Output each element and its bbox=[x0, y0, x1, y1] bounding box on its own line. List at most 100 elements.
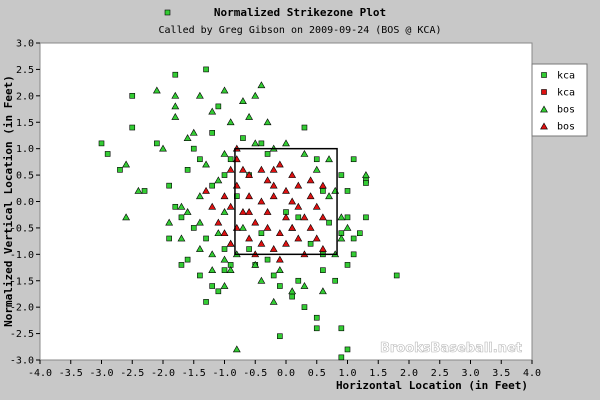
chart-title: Normalized Strikezone Plot bbox=[214, 6, 386, 19]
point-bos-triangle-green bbox=[220, 86, 229, 94]
point-kca-square-green bbox=[307, 240, 314, 247]
point-kca-square-green bbox=[203, 299, 209, 305]
legend-marker-kca bbox=[541, 89, 547, 95]
point-kca-square-green bbox=[197, 156, 203, 163]
point-kca-square-green bbox=[98, 140, 105, 147]
watermark: BrooksBaseball.net bbox=[380, 341, 522, 356]
point-bos-triangle-red bbox=[269, 192, 278, 200]
point-bos-triangle-green bbox=[337, 234, 346, 242]
point-bos-triangle-red bbox=[306, 223, 315, 231]
point-bos-triangle-green bbox=[263, 118, 272, 126]
point-bos-triangle-red bbox=[312, 202, 321, 210]
point-kca-square-green bbox=[313, 314, 320, 321]
point-kca-square-green bbox=[356, 230, 363, 236]
point-bos-triangle-green bbox=[362, 171, 370, 178]
chart-subtitle: Called by Greg Gibson on 2009-09-24 (BOS… bbox=[159, 25, 442, 36]
point-bos-triangle-red bbox=[226, 239, 235, 247]
x-tick-label: 3.0 bbox=[461, 368, 479, 379]
point-bos-triangle-green bbox=[325, 155, 333, 163]
point-kca-square-green bbox=[178, 214, 185, 221]
point-bos-triangle-green bbox=[171, 102, 180, 110]
point-bos-triangle-red bbox=[269, 245, 278, 252]
point-kca-square-green bbox=[320, 188, 326, 194]
point-bos-triangle-green bbox=[189, 128, 198, 136]
point-bos-triangle-red bbox=[269, 165, 278, 173]
point-bos-triangle-red bbox=[318, 245, 327, 252]
point-kca-square-green bbox=[338, 354, 345, 361]
point-bos-triangle-green bbox=[282, 139, 290, 147]
point-bos-triangle-green bbox=[171, 112, 180, 120]
point-bos-triangle-green bbox=[257, 276, 266, 284]
point-bos-triangle-red bbox=[318, 181, 327, 189]
point-kca-square-green bbox=[277, 333, 283, 340]
legend-marker-kca bbox=[541, 72, 547, 78]
point-kca-square-green bbox=[240, 135, 246, 141]
point-kca-square-green bbox=[338, 325, 345, 332]
point-bos-triangle-green bbox=[177, 202, 186, 210]
point-bos-triangle-red bbox=[288, 197, 297, 205]
x-axis: -4.0 -3.5 -3.0 -2.5 -2.0 -1.5 -1.0 -0.5 0.0 0.5 1.… bbox=[28, 360, 541, 379]
x-tick-label: -0.5 bbox=[243, 368, 267, 379]
point-kca-square-green bbox=[178, 262, 185, 268]
point-bos-triangle-green bbox=[288, 287, 297, 295]
point-bos-triangle-red bbox=[226, 202, 235, 210]
point-kca-square-green bbox=[117, 167, 123, 173]
y-tick-label: -3.0 bbox=[10, 356, 34, 367]
point-bos-triangle-red bbox=[282, 186, 290, 194]
x-tick-label: 1.5 bbox=[369, 368, 387, 379]
point-bos-triangle-green bbox=[195, 192, 204, 200]
x-tick-label: -1.0 bbox=[212, 368, 236, 379]
point-bos-triangle-green bbox=[202, 160, 210, 168]
point-bos-triangle-green bbox=[171, 91, 180, 99]
x-tick-label: -2.0 bbox=[151, 368, 175, 379]
point-bos-triangle-green bbox=[239, 223, 247, 231]
point-kca-square-green bbox=[172, 203, 179, 210]
y-tick-label: 1.0 bbox=[16, 144, 34, 155]
y-tick-label: 1.5 bbox=[16, 118, 34, 129]
point-bos-triangle-green bbox=[220, 208, 229, 215]
point-bos-triangle-red bbox=[294, 202, 303, 210]
point-bos-triangle-red bbox=[239, 165, 247, 173]
point-bos-triangle-red bbox=[275, 160, 284, 168]
point-bos-triangle-red bbox=[300, 213, 309, 221]
point-kca-square-green bbox=[332, 277, 339, 284]
point-bos-triangle-red bbox=[245, 192, 254, 200]
point-bos-triangle-green bbox=[300, 282, 309, 289]
point-bos-triangle-green bbox=[195, 245, 204, 252]
point-bos-triangle-green bbox=[183, 208, 192, 215]
point-bos-triangle-green bbox=[251, 91, 260, 99]
point-bos-triangle-green bbox=[226, 118, 235, 126]
legend-marker-bos bbox=[540, 122, 548, 130]
point-kca-square-green bbox=[258, 230, 265, 236]
point-bos-triangle-red bbox=[288, 223, 297, 231]
point-kca-square-green bbox=[203, 66, 209, 73]
point-kca-square-green bbox=[326, 219, 332, 226]
point-kca-square-green bbox=[166, 235, 172, 242]
point-bos-triangle-red bbox=[245, 208, 254, 215]
point-bos-triangle-green bbox=[275, 266, 284, 274]
point-bos-triangle-green bbox=[300, 149, 309, 157]
point-kca-square-green bbox=[172, 71, 179, 78]
x-tick-label: 2.5 bbox=[431, 368, 449, 379]
y-tick-label: -1.0 bbox=[10, 250, 34, 261]
title-icon bbox=[164, 9, 171, 16]
point-bos-triangle-green bbox=[251, 260, 260, 268]
point-kca-square-green bbox=[184, 167, 191, 173]
point-kca-square-green bbox=[166, 182, 172, 189]
x-tick-label: -3.0 bbox=[89, 368, 113, 379]
point-kca-square-green bbox=[154, 140, 160, 147]
y-tick-label: 3.0 bbox=[16, 39, 34, 50]
point-bos-triangle-green bbox=[122, 213, 131, 221]
point-bos-triangle-red bbox=[294, 234, 303, 242]
point-bos-triangle-green bbox=[195, 218, 204, 226]
point-kca-square-green bbox=[209, 182, 215, 189]
point-bos-triangle-green bbox=[220, 149, 229, 157]
point-bos-triangle-red bbox=[288, 171, 297, 178]
point-kca-square-green bbox=[129, 93, 136, 99]
point-bos-triangle-green bbox=[220, 255, 229, 263]
point-kca-square-green bbox=[313, 156, 320, 163]
point-kca-square-green bbox=[197, 272, 203, 279]
point-bos-triangle-green bbox=[245, 112, 254, 120]
point-bos-triangle-red bbox=[275, 255, 284, 263]
